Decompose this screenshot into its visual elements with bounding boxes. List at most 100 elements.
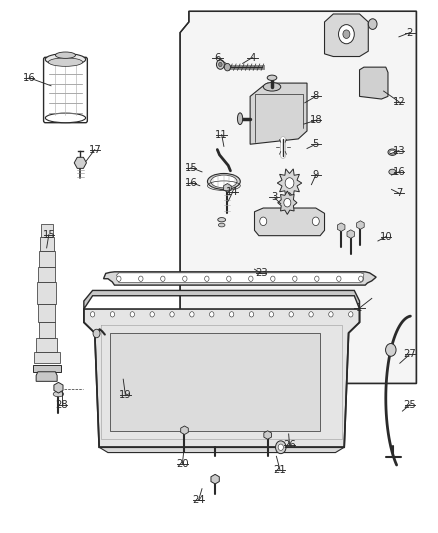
Circle shape xyxy=(93,329,100,338)
Circle shape xyxy=(110,312,114,317)
Circle shape xyxy=(283,198,290,207)
Bar xyxy=(39,237,53,251)
Text: 15: 15 xyxy=(184,163,197,173)
Text: 23: 23 xyxy=(254,269,267,278)
Polygon shape xyxy=(356,221,364,229)
Circle shape xyxy=(216,60,224,69)
Text: 24: 24 xyxy=(192,495,205,505)
Bar xyxy=(38,304,55,322)
Polygon shape xyxy=(117,273,363,282)
Polygon shape xyxy=(110,333,319,431)
Ellipse shape xyxy=(263,83,280,91)
Polygon shape xyxy=(32,365,60,372)
Circle shape xyxy=(288,312,293,317)
Ellipse shape xyxy=(388,169,395,174)
Circle shape xyxy=(160,276,165,281)
Text: 19: 19 xyxy=(119,390,131,400)
Ellipse shape xyxy=(45,113,85,123)
Ellipse shape xyxy=(237,113,242,125)
Circle shape xyxy=(338,25,353,44)
Text: 4: 4 xyxy=(249,53,255,62)
Circle shape xyxy=(224,63,230,71)
Circle shape xyxy=(189,312,194,317)
Polygon shape xyxy=(103,272,375,285)
Text: 10: 10 xyxy=(378,232,391,242)
Ellipse shape xyxy=(218,223,224,227)
Circle shape xyxy=(259,217,266,225)
Polygon shape xyxy=(84,290,359,309)
Bar xyxy=(38,266,55,282)
Circle shape xyxy=(328,312,332,317)
Circle shape xyxy=(358,276,362,281)
Polygon shape xyxy=(84,309,359,447)
Text: 25: 25 xyxy=(403,400,415,410)
Ellipse shape xyxy=(217,217,225,222)
Ellipse shape xyxy=(55,52,75,59)
Bar xyxy=(39,251,54,266)
Circle shape xyxy=(130,312,134,317)
Ellipse shape xyxy=(389,150,394,154)
Text: 18: 18 xyxy=(309,115,321,125)
Circle shape xyxy=(182,276,187,281)
Polygon shape xyxy=(324,14,367,56)
Polygon shape xyxy=(250,83,306,144)
Circle shape xyxy=(348,312,352,317)
Text: 7: 7 xyxy=(395,188,401,198)
Circle shape xyxy=(367,19,376,29)
Text: 2: 2 xyxy=(406,28,412,38)
Circle shape xyxy=(268,312,273,317)
Polygon shape xyxy=(180,11,416,383)
Circle shape xyxy=(249,312,253,317)
Text: 16: 16 xyxy=(184,177,197,188)
Text: 11: 11 xyxy=(215,130,228,140)
Text: 26: 26 xyxy=(283,440,295,450)
Polygon shape xyxy=(223,183,231,192)
Text: 13: 13 xyxy=(392,146,404,156)
Circle shape xyxy=(138,276,143,281)
Polygon shape xyxy=(336,223,344,231)
Ellipse shape xyxy=(210,175,237,188)
Text: 20: 20 xyxy=(176,459,188,469)
Ellipse shape xyxy=(267,75,276,80)
Text: 8: 8 xyxy=(312,91,318,101)
Bar xyxy=(40,224,53,237)
Text: 12: 12 xyxy=(392,96,404,107)
Polygon shape xyxy=(54,382,63,393)
Ellipse shape xyxy=(387,149,396,156)
Circle shape xyxy=(275,441,286,454)
Circle shape xyxy=(270,276,275,281)
Circle shape xyxy=(285,177,293,188)
Text: 6: 6 xyxy=(214,53,220,62)
Bar xyxy=(36,338,57,352)
Circle shape xyxy=(336,276,340,281)
Circle shape xyxy=(170,312,174,317)
Text: 15: 15 xyxy=(42,230,55,240)
Circle shape xyxy=(218,62,222,67)
Circle shape xyxy=(150,312,154,317)
Text: 17: 17 xyxy=(88,144,101,155)
Circle shape xyxy=(209,312,213,317)
Text: 1: 1 xyxy=(356,303,362,313)
Circle shape xyxy=(314,276,318,281)
Circle shape xyxy=(278,444,283,450)
Polygon shape xyxy=(36,372,57,381)
Polygon shape xyxy=(277,169,301,197)
Bar xyxy=(37,282,56,304)
Circle shape xyxy=(204,276,208,281)
Bar xyxy=(39,322,54,338)
Polygon shape xyxy=(277,191,296,214)
Ellipse shape xyxy=(48,58,82,66)
Polygon shape xyxy=(359,67,387,99)
Polygon shape xyxy=(180,426,188,434)
Circle shape xyxy=(90,312,95,317)
Circle shape xyxy=(342,30,349,38)
Text: 27: 27 xyxy=(403,349,415,359)
Polygon shape xyxy=(346,230,354,238)
Circle shape xyxy=(248,276,252,281)
Text: 21: 21 xyxy=(273,465,286,474)
Text: 28: 28 xyxy=(56,400,68,410)
Circle shape xyxy=(308,312,313,317)
Circle shape xyxy=(229,312,233,317)
Circle shape xyxy=(117,276,121,281)
Polygon shape xyxy=(254,208,324,236)
